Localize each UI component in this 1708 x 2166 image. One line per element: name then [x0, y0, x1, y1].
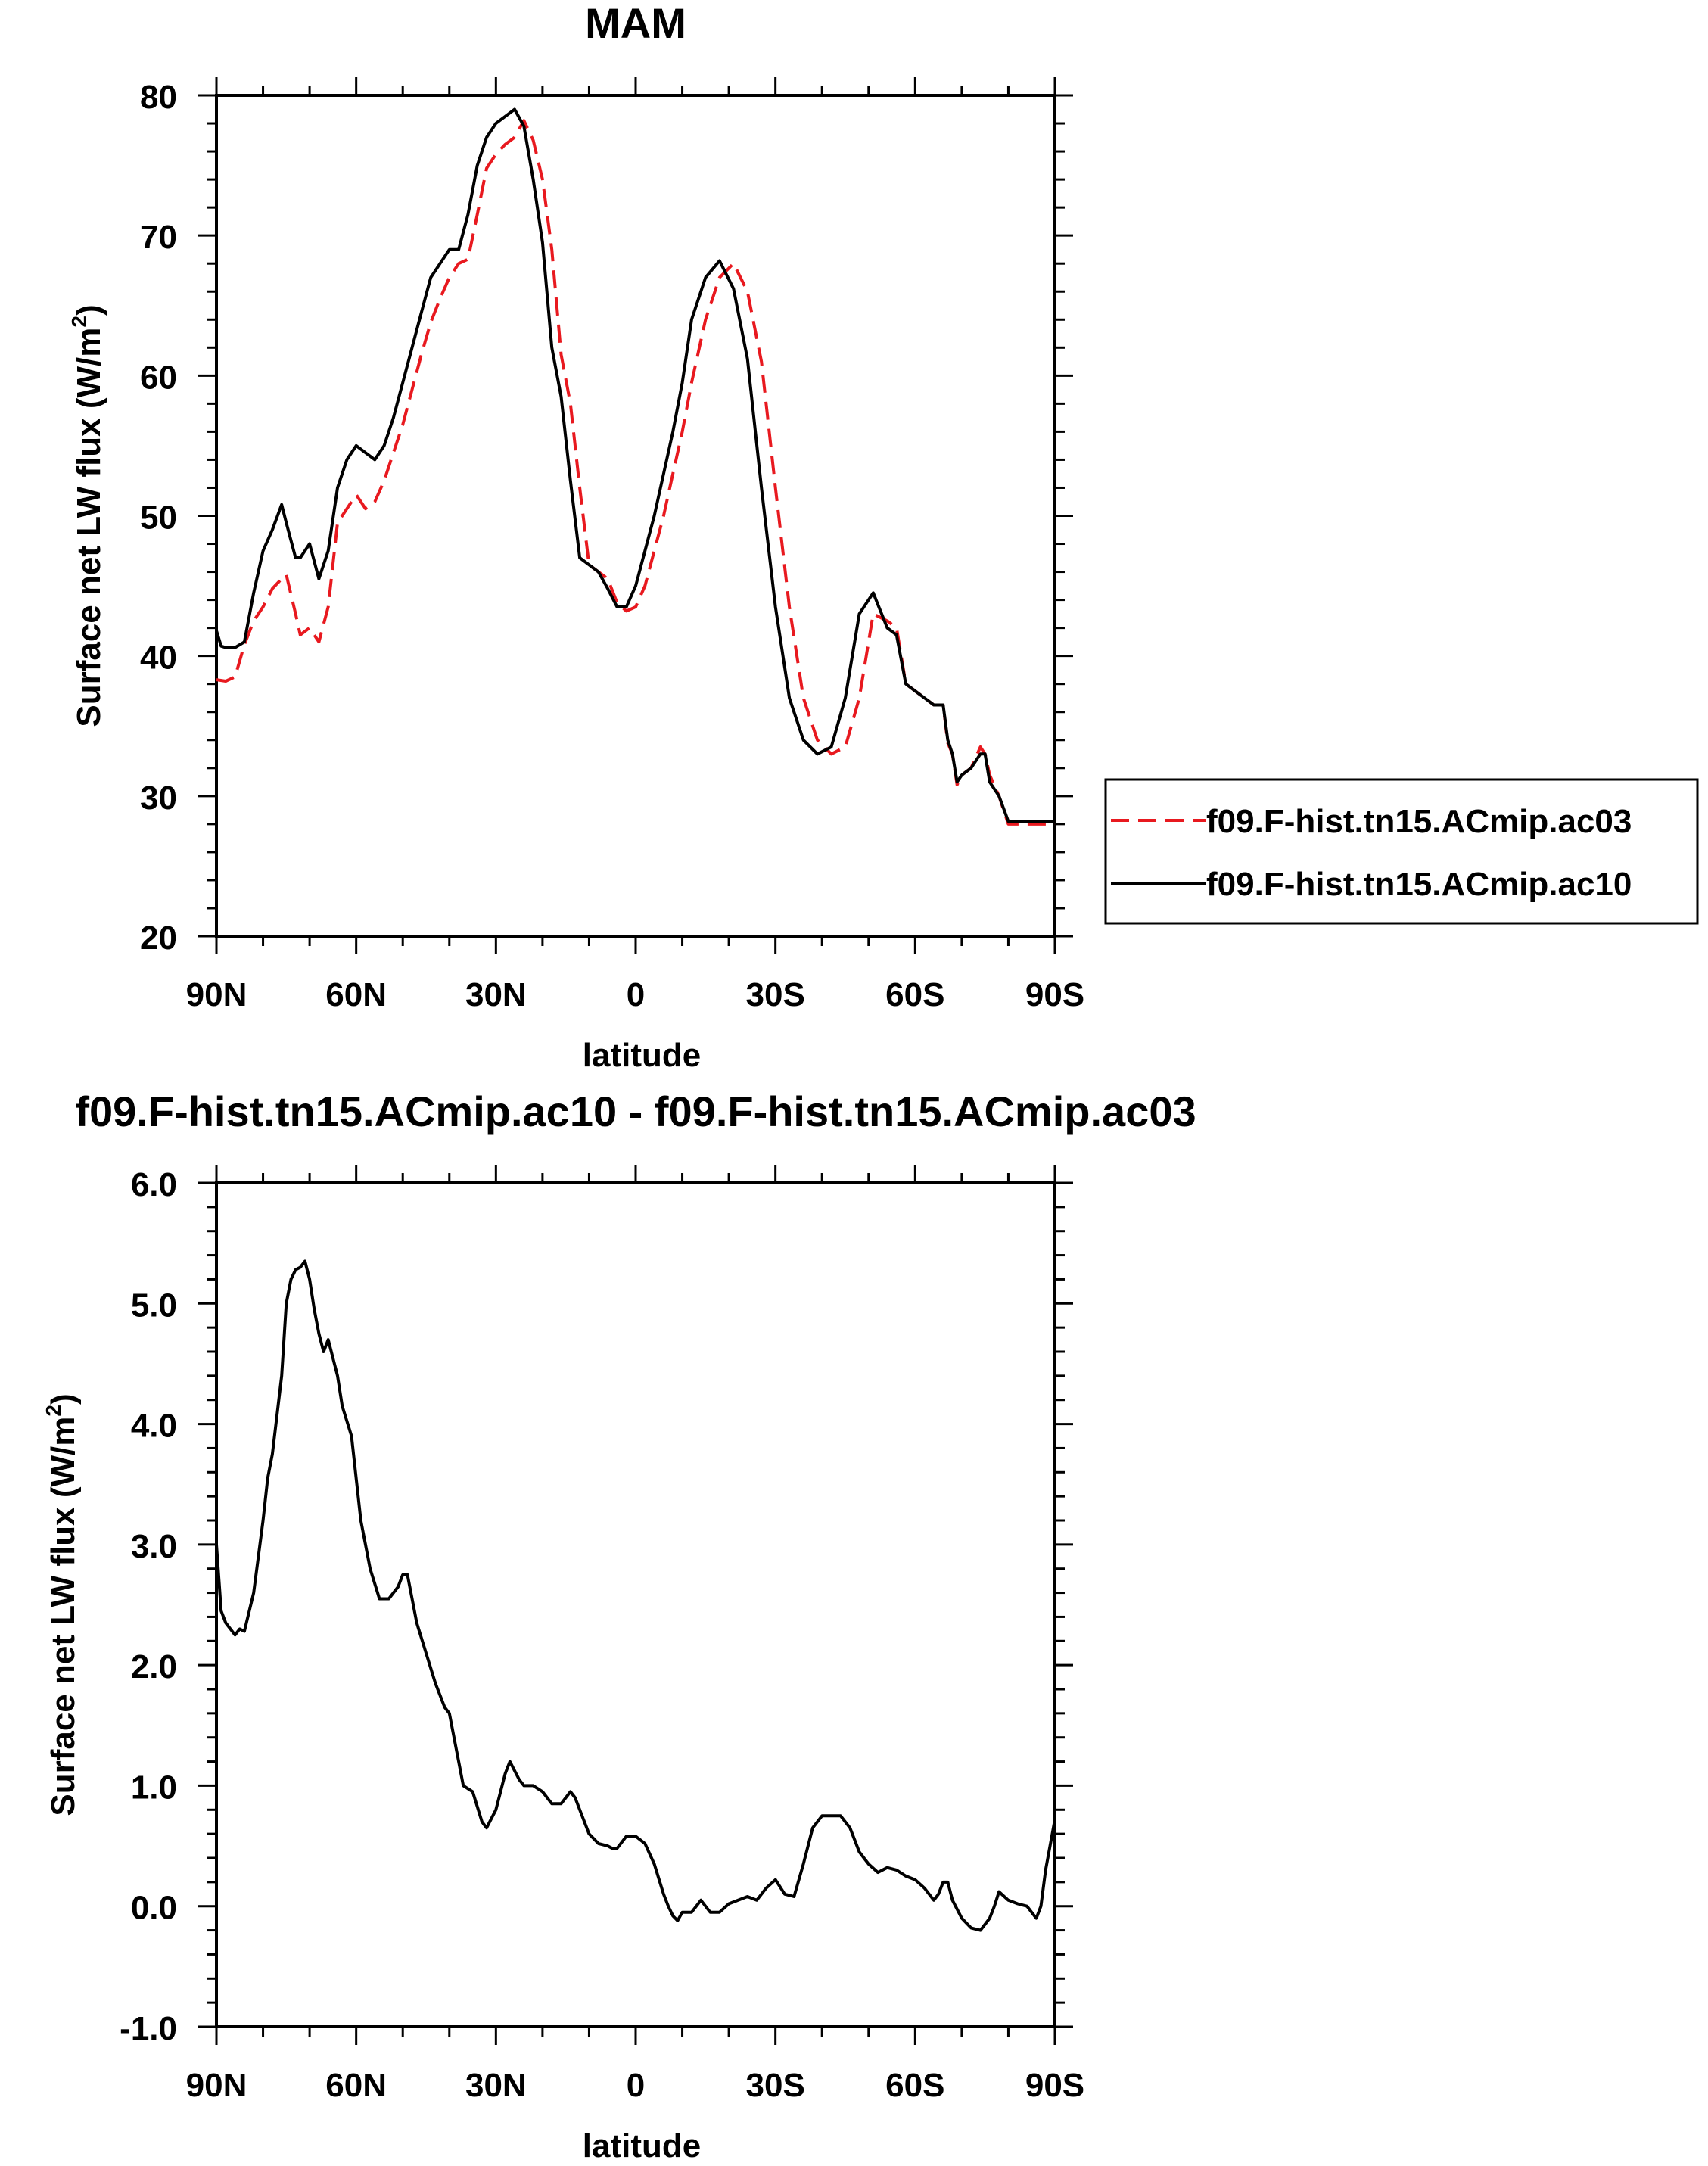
legend-label: f09.F-hist.tn15.ACmip.ac10 — [1206, 866, 1632, 903]
plot-frame — [215, 1181, 1056, 2028]
x-tick-label: 60N — [325, 976, 387, 1013]
x-tick-label: 0 — [627, 2067, 645, 2104]
x-axis-label: latitude — [583, 1037, 701, 1074]
y-tick-label: 80 — [140, 79, 177, 116]
y-tick-label: 30 — [140, 780, 177, 817]
y-tick-label: 60 — [140, 359, 177, 396]
y-tick-label: 40 — [140, 640, 177, 677]
x-tick-label: 30S — [746, 2067, 805, 2104]
x-tick-label: 60N — [325, 2067, 387, 2104]
chart-2: f09.F-hist.tn15.ACmip.ac10 - f09.F-hist.… — [42, 1088, 1196, 2164]
chart-title: MAM — [585, 0, 686, 47]
x-tick-label: 0 — [627, 976, 645, 1013]
x-tick-label: 60S — [885, 976, 944, 1013]
y-tick-label: 6.0 — [131, 1166, 177, 1203]
x-tick-label: 30N — [465, 976, 527, 1013]
x-tick-label: 90S — [1025, 2067, 1084, 2104]
x-tick-label: 30S — [746, 976, 805, 1013]
y-tick-label: 3.0 — [131, 1528, 177, 1565]
x-tick-label: 90N — [186, 976, 247, 1013]
y-tick-label: 1.0 — [131, 1769, 177, 1806]
chart-title: f09.F-hist.tn15.ACmip.ac10 - f09.F-hist.… — [75, 1088, 1196, 1135]
x-tick-label: 90S — [1025, 976, 1084, 1013]
y-tick-label: -1.0 — [120, 2010, 177, 2047]
series-line-2 — [215, 107, 1055, 823]
y-axis-label: Surface net LW flux (W/m2) — [67, 304, 107, 727]
y-tick-label: 20 — [140, 920, 177, 957]
x-tick-label: 30N — [465, 2067, 527, 2104]
y-tick-label: 4.0 — [131, 1408, 177, 1445]
series-line-1 — [215, 1259, 1056, 1932]
y-tick-label: 70 — [140, 219, 177, 256]
y-tick-label: 0.0 — [131, 1890, 177, 1927]
legend: f09.F-hist.tn15.ACmip.ac03 f09.F-hist.tn1… — [1104, 778, 1699, 925]
legend-label: f09.F-hist.tn15.ACmip.ac03 — [1206, 803, 1632, 840]
legend-box — [1104, 778, 1699, 925]
y-axis-label: Surface net LW flux (W/m2) — [42, 1393, 82, 1816]
y-tick-label: 2.0 — [131, 1648, 177, 1685]
y-tick-label: 5.0 — [131, 1287, 177, 1324]
y-tick-label: 50 — [140, 499, 177, 537]
x-tick-label: 90N — [186, 2067, 247, 2104]
x-axis-label: latitude — [583, 2127, 701, 2164]
chart-1: MAM 20 30 40 50 60 70 80 90N 60N 30N 0 30S 60S 90S lati… — [67, 0, 1699, 1074]
x-tick-label: 60S — [885, 2067, 944, 2104]
